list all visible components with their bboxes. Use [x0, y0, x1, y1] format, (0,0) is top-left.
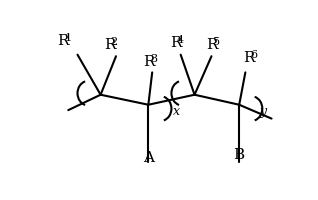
Text: R: R — [206, 38, 218, 52]
Text: y: y — [259, 104, 266, 117]
Text: R: R — [143, 55, 155, 68]
Text: R: R — [170, 35, 181, 49]
Text: 2: 2 — [111, 37, 118, 47]
Text: 6: 6 — [250, 50, 257, 60]
Text: 5: 5 — [213, 37, 220, 47]
Text: R: R — [243, 51, 254, 65]
Text: x: x — [173, 104, 180, 117]
Text: 4: 4 — [177, 35, 184, 45]
Text: A: A — [143, 150, 154, 164]
Text: 1: 1 — [65, 33, 72, 43]
Text: R: R — [104, 38, 115, 52]
Text: 3: 3 — [150, 54, 157, 64]
Text: B: B — [234, 147, 245, 161]
Text: R: R — [58, 34, 69, 48]
